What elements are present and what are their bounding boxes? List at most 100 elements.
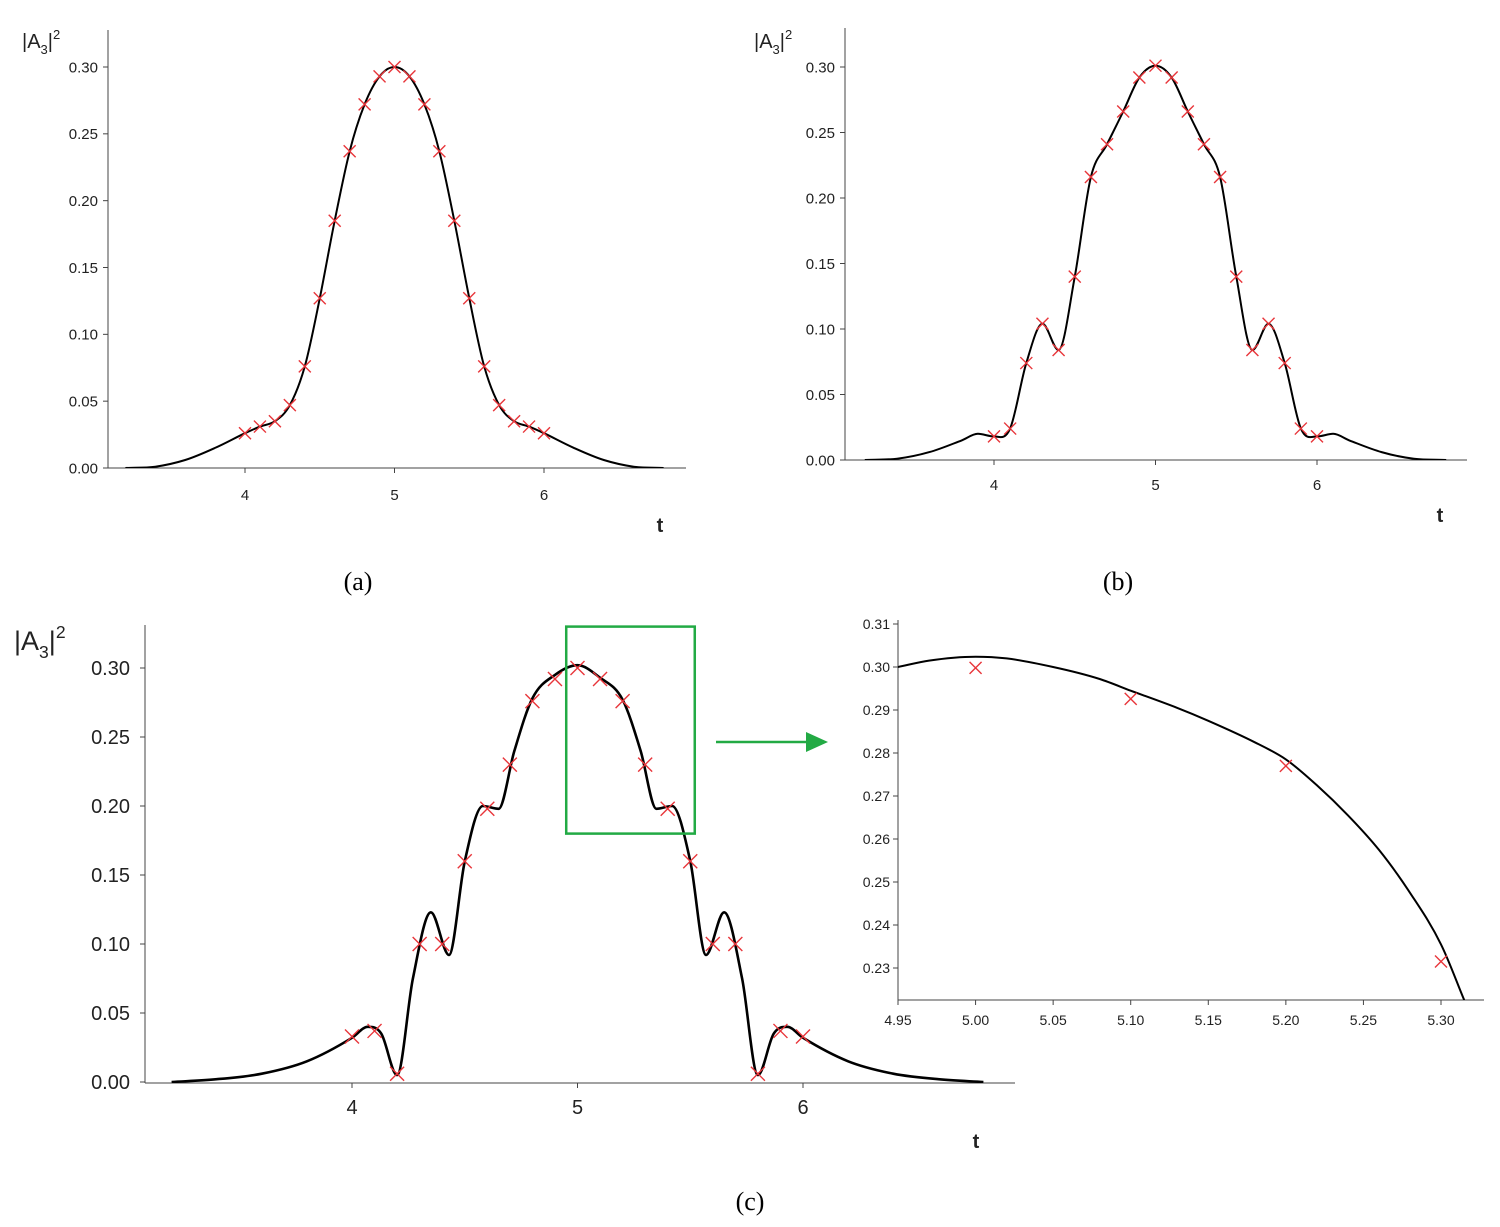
y-tick-label: 0.29 — [863, 702, 890, 718]
data-point-marker — [750, 1066, 766, 1082]
y-axis-label: |A3|2 — [14, 622, 66, 662]
y-tick-label: 0.25 — [863, 874, 890, 890]
data-point-marker — [1279, 759, 1293, 773]
data-point-marker — [1116, 105, 1130, 119]
data-point-marker — [417, 97, 431, 111]
chart-panel-2: 0.00 0.05 0.10 0.15 0.20 0.25 0.30 4 5 6 |A3|2 (c) — [14, 622, 1015, 1216]
x-tick-label: 5 — [390, 487, 398, 504]
y-axis-label-close: | — [49, 626, 56, 656]
data-point-marker — [795, 1028, 811, 1044]
data-point-marker — [447, 214, 461, 228]
data-point-marker — [1165, 70, 1179, 84]
data-point-marker — [253, 420, 267, 434]
y-tick-label: 0.25 — [69, 126, 98, 143]
y-tick-label: 0.30 — [91, 658, 130, 680]
x-tick-label: 5.25 — [1350, 1012, 1377, 1028]
data-point-marker — [1213, 170, 1227, 184]
data-point-marker — [344, 1028, 360, 1044]
data-point-marker — [457, 853, 473, 869]
data-point-marker — [238, 426, 252, 440]
data-point-marker — [1003, 422, 1017, 436]
data-point-marker — [1245, 343, 1259, 357]
data-point-marker — [1310, 429, 1324, 443]
x-tick-label: 5.20 — [1272, 1012, 1299, 1028]
data-point-marker — [434, 936, 450, 952]
chart-panel-1: 0.00 0.05 0.10 0.15 0.20 0.25 0.30 4 5 6 |A3|2 t (b) — [754, 27, 1467, 596]
y-axis-label-main: |A — [14, 626, 39, 656]
y-tick-label: 0.27 — [863, 788, 890, 804]
x-axis-label: t — [657, 515, 664, 537]
y-tick-label: 0.00 — [69, 460, 98, 477]
y-tick-label: 0.31 — [863, 616, 890, 632]
data-point-marker — [524, 693, 540, 709]
y-tick-label: 0.20 — [806, 190, 835, 207]
data-point-marker — [492, 398, 506, 412]
data-point-marker — [522, 420, 536, 434]
x-tick-label: 5.10 — [1117, 1012, 1144, 1028]
data-point-marker — [328, 214, 342, 228]
data-point-marker — [570, 660, 585, 676]
y-axis-label-sub: 3 — [39, 642, 49, 662]
x-tick-label: 4 — [990, 477, 998, 494]
zoom-arrow-head — [806, 732, 828, 752]
y-tick-label: 0.15 — [806, 256, 835, 273]
y-tick-label: 0.20 — [69, 193, 98, 210]
y-tick-label: 0.30 — [806, 59, 835, 76]
y-tick-label: 0.10 — [91, 934, 130, 956]
data-point-marker — [1197, 137, 1211, 151]
x-tick-label: 5.15 — [1195, 1012, 1222, 1028]
y-axis-label: |A3|2 — [22, 27, 60, 57]
y-axis-label-close: | — [780, 31, 785, 53]
y-tick-label: 0.00 — [91, 1072, 130, 1094]
data-point-marker — [1052, 343, 1066, 357]
data-point-marker — [1124, 692, 1138, 706]
panel-caption: (c) — [736, 1187, 765, 1216]
x-tick-label: 5.30 — [1427, 1012, 1454, 1028]
data-point-marker — [367, 1023, 383, 1039]
data-point-marker — [479, 801, 495, 817]
data-point-marker — [502, 757, 518, 773]
y-axis-label-sup: 2 — [53, 27, 60, 42]
data-point-marker — [1100, 137, 1114, 151]
series-curve — [864, 64, 1447, 460]
x-axis-label: t — [1437, 505, 1444, 527]
y-tick-label: 0.15 — [91, 865, 130, 887]
data-point-marker — [537, 426, 551, 440]
x-tick-label: 4 — [241, 487, 249, 504]
data-point-marker — [547, 671, 563, 687]
zoom-box — [564, 625, 697, 835]
y-tick-label: 0.25 — [91, 727, 130, 749]
data-point-marker — [1084, 170, 1098, 184]
y-tick-label: 0.00 — [806, 452, 835, 469]
x-tick-label: 6 — [797, 1097, 808, 1119]
y-tick-label: 0.10 — [806, 321, 835, 338]
x-tick-label: 5 — [1151, 477, 1159, 494]
data-point-marker — [388, 60, 401, 74]
y-tick-label: 0.23 — [863, 960, 890, 976]
chart-panel-3: 0.23 0.24 0.25 0.26 0.27 0.28 0.29 0.30 0.31 4.95… — [863, 616, 1484, 1153]
data-point-marker — [402, 69, 416, 83]
y-axis-label: |A3|2 — [754, 27, 792, 57]
data-point-marker — [1294, 422, 1308, 436]
data-point-marker — [1229, 270, 1243, 284]
data-point-marker — [298, 359, 312, 373]
x-axis-label: t — [973, 1131, 980, 1153]
data-point-marker — [1035, 317, 1049, 331]
series-curve — [171, 663, 984, 1083]
y-tick-label: 0.20 — [91, 796, 130, 818]
data-point-marker — [772, 1023, 788, 1039]
y-tick-label: 0.10 — [69, 327, 98, 344]
chart-panel-0: 0.00 0.05 0.10 0.15 0.20 0.25 0.30 4 5 6 |A3|2 t (a) — [22, 27, 686, 596]
panel-caption: (a) — [344, 567, 373, 596]
y-tick-label: 0.28 — [863, 745, 890, 761]
data-point-marker — [615, 693, 631, 709]
y-axis-label-main: |A — [22, 31, 41, 53]
data-point-marker — [969, 661, 983, 675]
series-curve — [125, 65, 664, 468]
data-point-marker — [358, 97, 372, 111]
series-curve — [898, 655, 1466, 1000]
data-point-marker — [477, 359, 491, 373]
data-point-marker — [592, 671, 608, 687]
data-point-marker — [682, 853, 698, 869]
